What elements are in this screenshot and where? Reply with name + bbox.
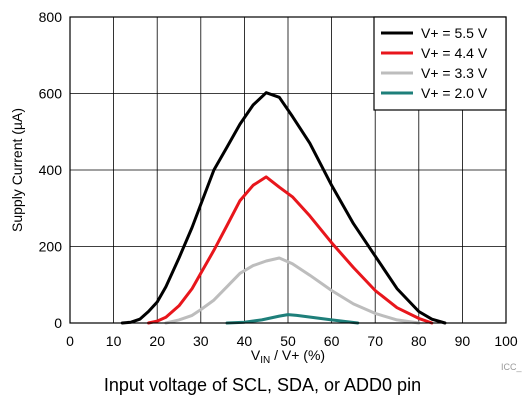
- series-line-1: [120, 91, 447, 325]
- legend-label: V+ = 3.3 V: [421, 65, 488, 81]
- y-tick-label: 0: [54, 315, 62, 331]
- grid-lines: [70, 17, 506, 323]
- x-axis-label: VIN / V+ (%): [251, 347, 325, 366]
- x-tick-label: 80: [411, 333, 427, 349]
- x-tick-label: 40: [237, 333, 253, 349]
- series-lines: [120, 91, 447, 325]
- y-tick-label: 200: [39, 239, 63, 255]
- legend-label: V+ = 2.0 V: [421, 85, 488, 101]
- x-tick-label: 90: [455, 333, 471, 349]
- series-line-3: [164, 256, 421, 325]
- x-tick-label: 20: [149, 333, 165, 349]
- x-tick-label: 60: [324, 333, 340, 349]
- legend: V+ = 5.5 V V+ = 4.4 V V+ = 3.3 V V+ = 2.0 V: [373, 16, 507, 111]
- y-tick-label: 800: [39, 9, 63, 25]
- x-tick-label: 10: [106, 333, 122, 349]
- legend-label: V+ = 5.5 V: [421, 25, 488, 41]
- legend-label: V+ = 4.4 V: [421, 45, 488, 61]
- watermark-text: ICC_: [501, 362, 522, 372]
- x-tick-label: 50: [280, 333, 296, 349]
- x-tick-label: 0: [66, 333, 74, 349]
- series-line-2: [147, 175, 434, 325]
- y-axis-label: Supply Current (µA): [9, 108, 25, 232]
- figure-caption: Input voltage of SCL, SDA, or ADD0 pin: [103, 375, 422, 395]
- x-tick-labels: 0 10 20 30 40 50 60 70 80 90 100: [66, 333, 518, 349]
- y-tick-label: 600: [39, 86, 63, 102]
- y-tick-label: 400: [39, 162, 63, 178]
- x-tick-label: 30: [193, 333, 209, 349]
- x-tick-label: 100: [494, 333, 518, 349]
- y-tick-labels: 0 200 400 600 800: [39, 9, 63, 331]
- plot-frame: [69, 16, 507, 324]
- series-line-4: [225, 313, 360, 325]
- x-tick-label: 70: [367, 333, 383, 349]
